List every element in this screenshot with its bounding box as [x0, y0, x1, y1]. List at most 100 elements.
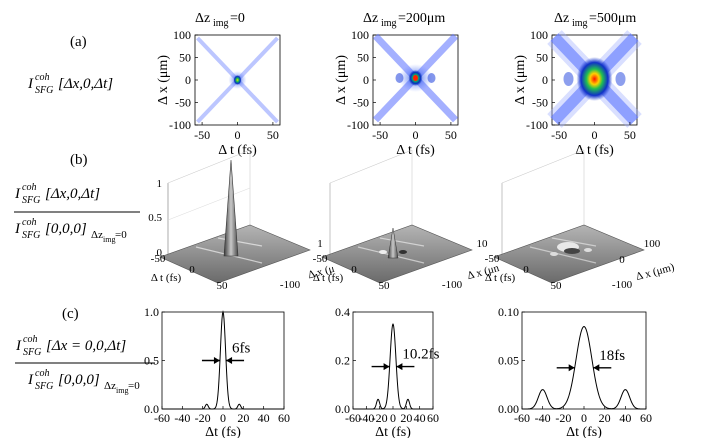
heatmap-2-sidelobe-right — [427, 73, 436, 83]
eq-b-den-tail-end: =0 — [115, 229, 127, 241]
heatmap-2-ytick-label: 100 — [351, 28, 369, 42]
surface-3-tlabel: Δ t (fs) — [485, 272, 516, 284]
line-plot-2-xtick-label: 20 — [400, 411, 412, 425]
surface-3-ttick: -50 — [485, 253, 500, 265]
line-plot-1-ytick-label: 0.5 — [144, 354, 159, 368]
heatmap-3-ytick-label: 0 — [542, 73, 548, 87]
line-plot-1-xtick-label: 20 — [237, 411, 249, 425]
eq-b-den-args: [0,0,0] — [45, 221, 87, 237]
eq-a-sup: coh — [35, 72, 49, 83]
heatmap-1-xlabel: Δ t (fs) — [218, 143, 257, 158]
surface-1-xtick: -100 — [280, 279, 301, 291]
heatmap-2-ylabel: Δ x (μm) — [334, 55, 349, 105]
eq-c-den-main: I — [27, 372, 34, 388]
surface-2-xtick: -100 — [442, 279, 463, 291]
surface-1-ztick: 0 — [157, 247, 163, 259]
line-plot-3-xtick-label: 40 — [619, 411, 631, 425]
eq-b-den-sup: coh — [22, 217, 36, 228]
heatmap-2-sidelobe-left — [395, 73, 404, 83]
line-plot-1-arrowhead-left — [213, 357, 220, 364]
surface-3-sidelobe-a — [550, 252, 558, 256]
line-plot-1-annotation: 6fs — [232, 341, 250, 357]
line-plot-2-curve — [353, 323, 433, 410]
surface-1-ztick: 0.5 — [148, 212, 162, 224]
eq-a-sub: SFG — [35, 85, 53, 96]
row-label-c: (c) — [62, 306, 79, 322]
line-plot-3-xtick-label: -40 — [535, 411, 551, 425]
heatmap-3-sidelobe-left — [563, 72, 574, 86]
line-plot-3-ytick-label: 0.10 — [498, 305, 519, 319]
line-plot-3-xtick-label: 0 — [581, 411, 587, 425]
surface-3-xlabel: Δ x (μm) — [635, 261, 676, 283]
heatmap-2-xtick-label: 0 — [413, 128, 419, 142]
line-plot-3-xtick-label: 20 — [599, 411, 611, 425]
eq-c-den-args: [0,0,0] — [58, 372, 100, 388]
line-plot-2-annotation: 10.2fs — [402, 347, 439, 363]
line-plot-2-xlabel: Δt (fs) — [375, 425, 411, 438]
equation-c: I coh SFG [Δx = 0,0,Δt] I coh SFG [0,0,0… — [15, 334, 155, 395]
surface-2-tlabel: Δ t (fs) — [313, 272, 344, 284]
surface-2-ttick: 50 — [379, 280, 391, 292]
line-plot-2-xtick-label: 40 — [414, 411, 426, 425]
surface-2 — [321, 149, 473, 284]
surface-2-ttick: -50 — [313, 253, 328, 265]
column-title-3: Δz img =500μm — [554, 11, 636, 29]
line-plot-3: -60 -40 -20 0 20 40 60 0.10 0.05 0.00 Δt (fs) 18fs — [498, 305, 652, 438]
line-plot-1-ytick-label: 1.0 — [144, 305, 159, 319]
surface-3 — [493, 149, 645, 284]
eq-c-den-sup: coh — [35, 368, 49, 379]
line-plot-2-ytick-label: 0.0 — [335, 402, 350, 416]
col3-title-pre: Δz — [554, 11, 569, 26]
eq-c-num-main: I — [15, 338, 22, 354]
heatmap-2-ytick-label: 50 — [357, 51, 369, 65]
surface-1-back-grid — [167, 149, 251, 184]
line-plot-2-xtick-label: -20 — [372, 411, 388, 425]
line-plot-3-ytick-label: 0.00 — [498, 402, 519, 416]
heatmap-1 — [194, 34, 281, 126]
line-plot-1-xtick-label: -60 — [154, 411, 170, 425]
heatmap-1-ytick-label: -50 — [175, 96, 191, 110]
line-plot-2-ytick-label: 0.2 — [335, 354, 350, 368]
surface-3-xtick: 100 — [644, 238, 661, 250]
surface-3-bump-shadow — [564, 248, 580, 254]
line-plot-3-xtick-label: -60 — [514, 411, 530, 425]
surface-1-ttick: 0 — [189, 264, 195, 276]
eq-b-num-args: [Δx,0,Δt] — [45, 186, 100, 202]
heatmap-3-xtick-label: 0 — [592, 128, 598, 142]
eq-c-den-sub: SFG — [35, 381, 53, 392]
row-label-a: (a) — [70, 34, 87, 50]
line-plot-1-xlabel: Δt (fs) — [205, 425, 241, 438]
surface-2-sidelobe-a — [379, 250, 387, 254]
heatmap-3-core — [576, 57, 613, 101]
heatmap-3 — [547, 30, 642, 128]
surface-3-xtick: 0 — [619, 254, 625, 266]
heatmap-1-ytick-label: 0 — [185, 73, 191, 87]
line-plot-3-arrowhead-right — [593, 364, 600, 372]
heatmap-1-pattern — [196, 36, 279, 124]
line-plot-3-arrowhead-left — [568, 364, 575, 372]
eq-b-num-sub: SFG — [22, 195, 40, 206]
eq-c-num-sub: SFG — [23, 347, 41, 358]
heatmap-1-ytick-label: -100 — [169, 118, 191, 132]
surface-1 — [159, 149, 311, 284]
line-plot-1-arrowhead-right — [226, 357, 233, 364]
surface-3-ttick: 50 — [551, 280, 563, 292]
line-plot-1: -60 -40 -20 0 20 40 60 1.0 0.5 0.0 Δt (fs) 6fs — [144, 305, 290, 438]
col2-title-pre: Δz — [363, 11, 378, 26]
heatmap-1-xtick-label: 0 — [235, 128, 241, 142]
line-plot-1-frame — [161, 311, 285, 410]
heatmap-1-ylabel: Δ x (μm) — [156, 55, 171, 105]
heatmap-1-ytick-label: 50 — [179, 51, 191, 65]
eq-b-den-tail: Δz — [91, 229, 103, 241]
surface-3-ridge — [529, 237, 597, 264]
line-plot-2-arrowhead-right — [396, 363, 403, 371]
col3-title-post: =500μm — [589, 11, 636, 26]
line-plot-1-xtick-label: -40 — [174, 411, 190, 425]
equation-a: I coh SFG [Δx,0,Δt] — [27, 72, 113, 96]
